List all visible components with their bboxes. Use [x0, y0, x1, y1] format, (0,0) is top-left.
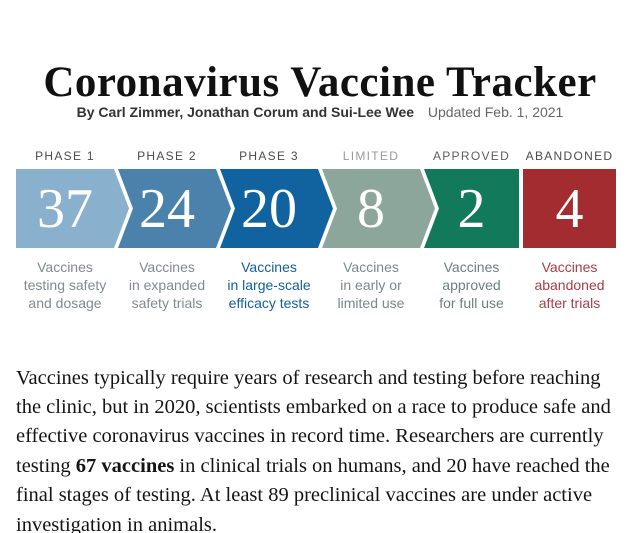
stage-shape-approved	[424, 169, 519, 248]
stage-caption-line: Vaccines	[443, 259, 500, 275]
stage-caption-line: abandoned	[534, 277, 605, 293]
updated-date: Updated Feb. 1, 2021	[427, 104, 564, 120]
stage-caption-line: in large-scale	[227, 277, 311, 293]
stage-caption-line: in expanded	[128, 277, 206, 293]
stage-caption-line: safety trials	[131, 295, 203, 311]
stage-caption-line: limited use	[337, 295, 405, 311]
stage-shape-limited	[322, 169, 435, 248]
stage-shape-phase-3	[220, 169, 333, 248]
stage-caption-line: after trials	[538, 295, 601, 311]
stage-count-phase-3: 20	[241, 178, 297, 240]
stage-label-approved: APPROVED	[432, 149, 511, 163]
stage-label-abandoned: ABANDONED	[525, 149, 614, 163]
stage-shape-phase-1	[16, 169, 129, 248]
byline-authors: By Carl Zimmer, Jonathan Corum and Sui-L…	[76, 104, 415, 120]
stage-shape-abandoned	[523, 169, 616, 248]
stage-caption-line: testing safety	[23, 277, 107, 293]
tracker-chevrons	[16, 169, 616, 248]
stage-caption-approved: Vaccines approved for full use	[410, 258, 534, 312]
stage-caption-line: efficacy tests	[228, 295, 310, 311]
stage-caption-line: Vaccines	[241, 259, 297, 275]
page-title: Coronavirus Vaccine Tracker	[43, 58, 597, 106]
stage-caption-phase-3: Vaccines in large-scale efficacy tests	[207, 258, 331, 312]
stage-shape-phase-2	[118, 169, 231, 248]
stage-label-phase-2: PHASE 2	[137, 149, 197, 163]
stage-label-limited: LIMITED	[342, 149, 400, 163]
stage-caption-line: Vaccines	[343, 259, 399, 275]
stage-caption-line: Vaccines	[139, 259, 195, 275]
stage-count-phase-1: 37	[37, 178, 93, 240]
stage-caption-line: Vaccines	[541, 259, 598, 275]
stage-caption-line: Vaccines	[37, 259, 93, 275]
byline: By Carl Zimmer, Jonathan Corum and Sui-L…	[0, 103, 640, 122]
stage-caption-phase-2: Vaccines in expanded safety trials	[105, 258, 229, 312]
stage-count-abandoned: 4	[555, 178, 584, 240]
stage-caption-line: for full use	[439, 295, 504, 311]
intro-paragraph: Vaccines typically require years of rese…	[16, 364, 622, 533]
stage-count-approved: 2	[457, 178, 486, 240]
intro-text-before: Vaccines typically require years of rese…	[16, 366, 611, 477]
stage-label-phase-3: PHASE 3	[239, 149, 299, 163]
stage-label-phase-1: PHASE 1	[35, 149, 95, 163]
stage-caption-abandoned: Vaccines abandoned after trials	[508, 258, 632, 312]
stage-caption-line: and dosage	[28, 295, 102, 311]
intro-text-after: in clinical trials on humans, and 20 hav…	[16, 454, 610, 533]
vaccine-tracker: PHASE 1 37 Vaccines testing safety and dosag…	[0, 148, 640, 320]
stage-caption-line: approved	[442, 277, 501, 293]
stage-count-phase-2: 24	[139, 178, 195, 240]
stage-caption-limited: Vaccines in early or limited use	[309, 258, 433, 312]
stage-caption-phase-1: Vaccines testing safety and dosage	[3, 258, 127, 312]
stage-count-limited: 8	[357, 178, 385, 240]
intro-text-bold: 67 vaccines	[75, 454, 175, 477]
stage-caption-line: in early or	[340, 277, 402, 293]
